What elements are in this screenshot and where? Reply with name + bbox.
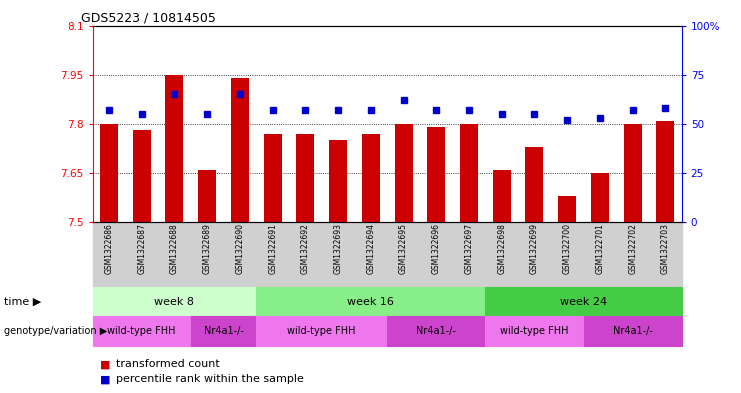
Text: GSM1322702: GSM1322702 xyxy=(628,223,637,274)
Bar xyxy=(460,124,478,222)
Bar xyxy=(100,124,118,222)
Text: GSM1322689: GSM1322689 xyxy=(203,223,212,274)
Text: wild-type FHH: wild-type FHH xyxy=(107,326,176,336)
Bar xyxy=(362,134,380,222)
Text: GSM1322696: GSM1322696 xyxy=(432,223,441,274)
Text: GSM1322692: GSM1322692 xyxy=(301,223,310,274)
Text: GSM1322695: GSM1322695 xyxy=(399,223,408,274)
Bar xyxy=(493,170,511,222)
Bar xyxy=(591,173,609,222)
Text: Nr4a1-/-: Nr4a1-/- xyxy=(613,326,653,336)
Text: GSM1322686: GSM1322686 xyxy=(104,223,113,274)
Text: ■: ■ xyxy=(100,359,110,369)
Bar xyxy=(657,121,674,222)
Text: GDS5223 / 10814505: GDS5223 / 10814505 xyxy=(81,11,216,24)
Text: week 16: week 16 xyxy=(348,297,394,307)
Text: Nr4a1-/-: Nr4a1-/- xyxy=(204,326,244,336)
Text: GSM1322691: GSM1322691 xyxy=(268,223,277,274)
Bar xyxy=(624,124,642,222)
Text: GSM1322699: GSM1322699 xyxy=(530,223,539,274)
Bar xyxy=(558,196,576,222)
Bar xyxy=(296,134,314,222)
Text: week 8: week 8 xyxy=(154,297,194,307)
Text: percentile rank within the sample: percentile rank within the sample xyxy=(116,374,305,384)
Text: GSM1322687: GSM1322687 xyxy=(137,223,146,274)
Bar xyxy=(198,170,216,222)
Text: Nr4a1-/-: Nr4a1-/- xyxy=(416,326,456,336)
Text: wild-type FHH: wild-type FHH xyxy=(500,326,568,336)
Bar xyxy=(394,124,413,222)
Bar xyxy=(428,127,445,222)
Text: GSM1322703: GSM1322703 xyxy=(661,223,670,274)
Text: week 24: week 24 xyxy=(560,297,607,307)
Bar xyxy=(231,78,249,222)
Text: GSM1322694: GSM1322694 xyxy=(366,223,375,274)
Text: genotype/variation ▶: genotype/variation ▶ xyxy=(4,326,107,336)
Bar xyxy=(264,134,282,222)
Text: GSM1322698: GSM1322698 xyxy=(497,223,506,274)
Text: wild-type FHH: wild-type FHH xyxy=(288,326,356,336)
Text: GSM1322700: GSM1322700 xyxy=(562,223,571,274)
Text: GSM1322701: GSM1322701 xyxy=(596,223,605,274)
Text: GSM1322693: GSM1322693 xyxy=(333,223,342,274)
Bar xyxy=(329,140,347,222)
Text: GSM1322697: GSM1322697 xyxy=(465,223,473,274)
Bar xyxy=(525,147,543,222)
Text: GSM1322688: GSM1322688 xyxy=(170,223,179,274)
Bar xyxy=(165,75,184,222)
Text: ■: ■ xyxy=(100,374,110,384)
Bar xyxy=(133,130,150,222)
Text: transformed count: transformed count xyxy=(116,359,220,369)
Text: GSM1322690: GSM1322690 xyxy=(236,223,245,274)
Text: time ▶: time ▶ xyxy=(4,297,41,307)
